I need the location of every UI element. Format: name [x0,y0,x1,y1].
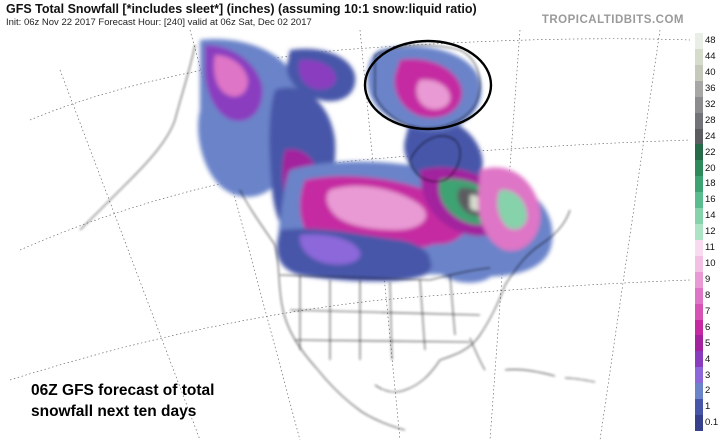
legend-swatch [695,144,703,161]
legend-item: 11 [695,239,719,256]
legend-item: 28 [695,112,719,129]
legend-label: 5 [705,337,711,349]
legend-swatch [695,303,703,320]
legend-item: 8 [695,287,719,304]
legend-label: 11 [705,242,715,254]
legend-item: 16 [695,192,719,209]
legend-swatch [695,80,703,97]
legend-item: 20 [695,160,719,177]
legend-swatch [695,383,703,400]
map-header: GFS Total Snowfall [*includes sleet*] (i… [6,2,706,28]
legend-item: 4 [695,351,719,368]
greenland-highlight-circle [363,39,493,131]
legend-item: 12 [695,224,719,240]
legend-swatch [695,399,703,416]
legend-item: 24 [695,128,719,145]
caption-line-1: 06Z GFS forecast of total [31,382,215,399]
legend-label: 48 [705,35,716,47]
coastlines-borders [79,44,596,431]
legend-swatch [695,112,703,129]
legend-label: 10 [705,258,716,270]
legend-swatch [695,287,703,304]
forecast-caption: 06Z GFS forecast of total snowfall next … [31,380,261,422]
legend-item: 14 [695,208,719,225]
legend-swatch [695,33,703,49]
legend-label: 9 [705,274,711,285]
legend-item: 18 [695,176,719,193]
caption-line-2: snowfall next ten days [31,403,197,420]
legend-label: 18 [705,178,716,190]
legend-label: 4 [705,353,711,365]
snowfall-shading [198,39,553,283]
legend-swatch [695,192,703,209]
legend-label: 3 [705,369,711,381]
legend-item: 10 [695,255,719,272]
legend-label: 12 [705,226,716,238]
legend-item: 2 [695,383,719,400]
legend-swatch [695,208,703,225]
legend-item: 9 [695,271,719,288]
legend-item: 32 [695,96,719,113]
legend-item: 3 [695,367,719,384]
legend-swatch [695,239,703,256]
snowfall-map [9,30,691,440]
legend-label: 7 [705,305,711,317]
legend-swatch [695,351,703,368]
legend-label: 44 [705,51,716,63]
legend-swatch [695,271,703,288]
legend-swatch [695,176,703,193]
legend-label: 24 [705,130,716,142]
legend-label: 8 [705,289,711,301]
legend-swatch [695,224,703,240]
legend-swatch [695,96,703,113]
legend-label: 14 [705,210,716,222]
legend-item: 1 [695,399,719,416]
legend-swatch [695,415,703,431]
brand-watermark: TROPICALTIDBITS.COM [541,14,684,26]
legend-swatch [695,48,703,65]
legend-label: 32 [705,98,716,110]
legend-label: 2 [705,385,711,397]
legend-label: 28 [705,114,716,126]
legend-swatch [695,367,703,384]
legend-item: 44 [695,48,719,65]
legend-label: 40 [705,67,716,79]
snowfall-legend: 48 44 40 36 32 28 24 22 20 18 16 14 12 11 10 9 8 7 6 5 4 3 2 1 0… [695,33,720,431]
legend-label: 22 [705,146,716,158]
legend-item: 22 [695,144,719,161]
legend-item: 7 [695,303,719,320]
legend-label: 16 [705,194,716,206]
legend-swatch [695,128,703,145]
legend-swatch [695,64,703,81]
legend-item: 0.1 [695,415,719,431]
legend-swatch [695,255,703,272]
legend-item: 5 [695,335,719,352]
legend-item: 36 [695,80,719,97]
legend-label: 0.1 [705,417,719,429]
legend-swatch [695,335,703,352]
legend-swatch [695,319,703,336]
legend-label: 6 [705,321,711,333]
legend-item: 40 [695,64,719,81]
legend-label: 20 [705,162,716,174]
map-init-info: Init: 06z Nov 22 2017 Forecast Hour: [24… [6,17,312,28]
legend-item: 6 [695,319,719,336]
legend-label: 1 [705,401,711,413]
legend-item: 48 [695,33,719,49]
map-title: GFS Total Snowfall [*includes sleet*] (i… [6,2,477,16]
legend-label: 36 [705,82,716,94]
legend-swatch [695,160,703,177]
